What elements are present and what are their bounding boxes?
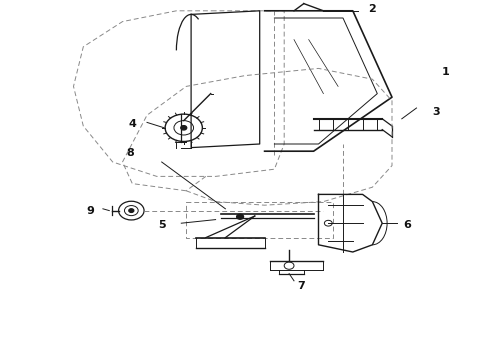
Text: 9: 9 <box>87 206 95 216</box>
Text: 1: 1 <box>442 67 450 77</box>
Circle shape <box>237 214 244 219</box>
Text: 8: 8 <box>126 148 134 158</box>
Text: 4: 4 <box>128 119 136 129</box>
Text: 5: 5 <box>158 220 166 230</box>
Text: 6: 6 <box>403 220 411 230</box>
Text: 2: 2 <box>368 4 376 14</box>
Circle shape <box>181 126 187 130</box>
Circle shape <box>129 209 134 212</box>
Text: 7: 7 <box>297 281 305 291</box>
Text: 3: 3 <box>432 107 440 117</box>
